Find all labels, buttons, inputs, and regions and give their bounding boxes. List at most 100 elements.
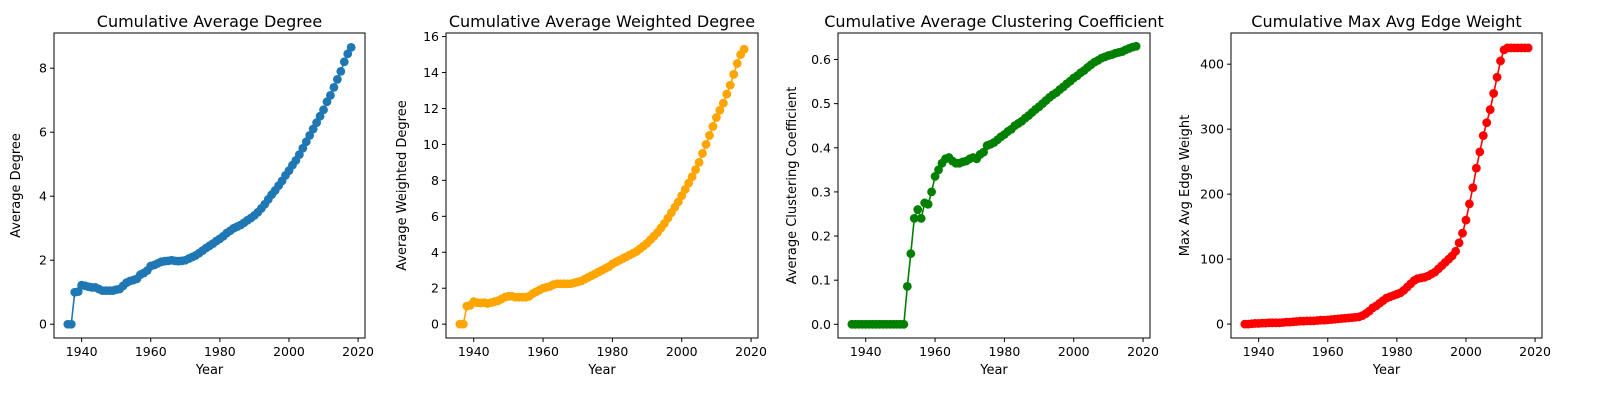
chart-3-data-point (923, 199, 933, 209)
chart-2-y-tick-label: 10 (423, 137, 439, 152)
chart-1-data-point (319, 105, 328, 115)
chart-3-x-tick-label: 2000 (1058, 344, 1090, 359)
chart-4-x-tick-label: 2000 (1450, 344, 1482, 359)
chart-2-y-tick-label: 4 (431, 245, 439, 260)
chart-2-data-point (708, 122, 718, 131)
chart-1-data-point (332, 75, 342, 84)
chart-3-y-tick-label: 0.3 (811, 184, 831, 199)
chart-3-data-point (906, 249, 916, 259)
chart-1-series-line (67, 47, 352, 326)
chart-2-x-tick-label: 1940 (458, 344, 490, 359)
chart-4-data-point (1458, 228, 1467, 238)
chart-2-data-point (698, 149, 707, 158)
chart-4-data-point (1496, 56, 1505, 66)
chart-2-data-point (729, 69, 739, 79)
chart-2-data-point (725, 80, 735, 90)
chart-1-y-tick-label: 6 (39, 125, 47, 140)
chart-3-data-point (930, 172, 940, 181)
chart-3-data-point (902, 281, 912, 291)
chart-3-y-tick-label: 0.1 (811, 273, 831, 288)
chart-2-data-point (722, 89, 732, 99)
chart-2-data-point (715, 105, 725, 115)
chart-2-x-tick-label: 2000 (666, 344, 698, 359)
chart-4-series-line (1244, 47, 1529, 325)
chart-2-data-point (694, 158, 704, 167)
chart-4-x-tick-label: 1980 (1381, 344, 1413, 359)
chart-3-data-point (909, 213, 919, 223)
chart-4-y-tick-label: 400 (1200, 57, 1224, 72)
chart-2-y-tick-label: 12 (423, 101, 439, 116)
chart-3-data-point (1131, 41, 1141, 51)
chart-1-data-point (329, 83, 339, 92)
chart-3-data-point (934, 165, 943, 175)
chart-2-data-point (458, 319, 468, 329)
chart-2-plot-frame (445, 32, 759, 339)
chart-4-data-point (1485, 105, 1495, 115)
chart-3-y-tick-label: 0.5 (811, 96, 831, 111)
chart-3-x-tick-label: 2020 (1127, 344, 1159, 359)
chart-3-plot-frame (837, 32, 1151, 339)
chart-1-data-point (346, 43, 356, 52)
chart-1-title: Cumulative Average Degree (97, 12, 322, 31)
chart-4-x-tick-label: 1940 (1243, 344, 1275, 359)
chart-2-y-tick-label: 8 (431, 173, 439, 188)
chart-2-title: Cumulative Average Weighted Degree (449, 12, 755, 31)
chart-3-y-tick-label: 0.4 (811, 140, 831, 155)
chart-3-data-point (927, 187, 936, 197)
chart-4-data-point (1492, 72, 1502, 82)
chart-4-data-point (1523, 43, 1533, 53)
chart-2-y-axis-label: Average Weighted Degree (395, 100, 410, 271)
chart-1-x-tick-label: 2000 (273, 344, 305, 359)
chart-2-data-point (712, 113, 721, 122)
chart-3-data-point (979, 147, 988, 157)
chart-3-x-tick-label: 1940 (850, 344, 882, 359)
chart-2-data-point (701, 140, 711, 149)
chart-4-data-point (1489, 89, 1499, 98)
chart-3-x-tick-label: 1980 (988, 344, 1020, 359)
chart-2-data-point (732, 59, 742, 68)
chart-2-data-point (687, 172, 697, 182)
chart-1-data-point (336, 67, 346, 76)
chart-2-series-line (459, 48, 745, 325)
chart-4-data-point (1465, 199, 1474, 209)
chart-1-y-tick-label: 8 (39, 61, 47, 76)
chart-1-x-tick-label: 1940 (66, 344, 98, 359)
chart-4-data-point (1454, 238, 1464, 248)
chart-3-x-tick-label: 1960 (919, 344, 951, 359)
chart-3-y-tick-label: 0.6 (811, 52, 831, 67)
chart-4-data-point (1451, 246, 1461, 256)
chart-1-x-tick-label: 2020 (342, 344, 374, 359)
chart-4-x-tick-label: 1960 (1312, 344, 1344, 359)
chart-2-y-tick-label: 0 (431, 317, 439, 332)
chart-panel-1: Cumulative Average Degree 1940 1960 1980 200… (9, 12, 374, 378)
chart-2-x-tick-label: 1980 (596, 344, 628, 359)
chart-4-y-tick-label: 100 (1200, 252, 1224, 267)
chart-4-plot-frame (1230, 32, 1543, 339)
chart-1-y-tick-label: 2 (39, 253, 47, 268)
chart-1-y-axis-label: Average Degree (9, 133, 24, 238)
chart-2-data-point (691, 165, 700, 174)
chart-1-y-tick-label: 0 (39, 317, 47, 332)
chart-4-data-point (1461, 215, 1471, 225)
chart-4-data-point (1475, 147, 1485, 157)
chart-2-x-tick-label: 2020 (735, 344, 767, 359)
chart-4-data-point (1482, 118, 1492, 128)
chart-1-data-point (66, 319, 76, 329)
chart-1-data-point (339, 57, 349, 67)
chart-2-y-tick-label: 16 (423, 29, 439, 44)
chart-1-x-tick-label: 1960 (135, 344, 167, 359)
chart-2-y-tick-label: 14 (423, 65, 439, 80)
chart-4-y-axis-label: Max Avg Edge Weight (1178, 115, 1193, 256)
chart-4-y-tick-label: 200 (1200, 187, 1224, 202)
chart-1-x-tick-label: 1980 (204, 344, 236, 359)
chart-2-x-tick-label: 1960 (527, 344, 559, 359)
chart-4-data-point (1478, 131, 1488, 141)
chart-2-x-axis-label: Year (587, 363, 616, 378)
chart-4-x-tick-label: 2020 (1519, 344, 1551, 359)
chart-4-y-tick-label: 300 (1200, 122, 1224, 137)
chart-2-data-point (705, 131, 714, 140)
chart-1-data-point (326, 91, 335, 100)
chart-1-y-tick-label: 4 (39, 189, 47, 204)
chart-panel-4: Cumulative Max Avg Edge Weight 1940 1960 19… (1178, 12, 1551, 378)
